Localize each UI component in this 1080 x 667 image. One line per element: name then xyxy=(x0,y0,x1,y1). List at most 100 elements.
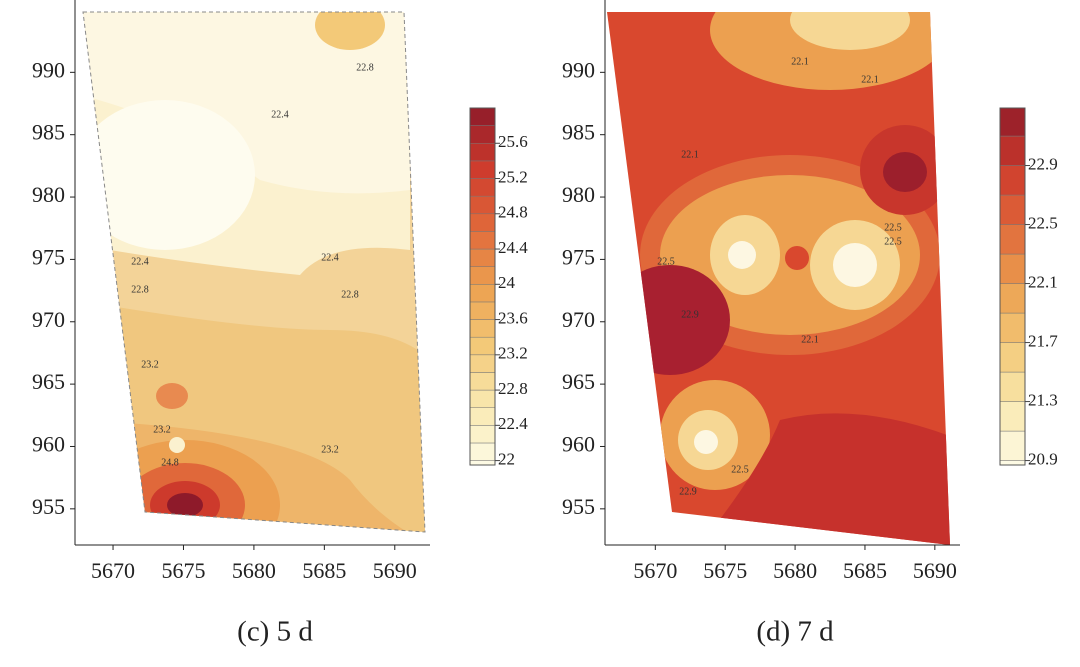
colorbar-tick-label: 22.1 xyxy=(1028,272,1058,291)
colorbar-tick-label: 22.4 xyxy=(498,414,528,433)
x-tick-label: 5670 xyxy=(91,558,135,583)
colorbar-band xyxy=(469,160,496,179)
y-tick-label: 970 xyxy=(562,307,595,332)
x-tick-label: 5675 xyxy=(703,558,747,583)
colorbar-band xyxy=(469,178,496,197)
colorbar-tick-label: 22.8 xyxy=(498,379,528,398)
x-tick-label: 5685 xyxy=(843,558,887,583)
colorbar-tick-label: 24.8 xyxy=(498,203,528,222)
x-tick-label: 5680 xyxy=(232,558,276,583)
caption: (c) 5 d xyxy=(237,616,313,648)
colorbar-band xyxy=(469,107,496,126)
contour-label: 22.1 xyxy=(801,334,819,345)
y-tick-label: 960 xyxy=(32,432,65,457)
contour-label: 22.9 xyxy=(681,309,699,320)
colorbar-tick-label: 23.6 xyxy=(498,308,528,327)
domain-outline xyxy=(82,11,426,533)
colorbar-band xyxy=(469,301,496,320)
x-tick-label: 5690 xyxy=(373,558,417,583)
colorbar-band xyxy=(999,312,1026,343)
contour-label: 23.2 xyxy=(321,444,339,455)
colorbar-tick-label: 25.2 xyxy=(498,167,528,186)
y-tick-label: 985 xyxy=(32,120,65,145)
contour-field xyxy=(83,12,425,532)
contour-label: 22.5 xyxy=(884,236,902,247)
colorbar-band xyxy=(469,372,496,391)
colorbar-band xyxy=(469,442,496,461)
colorbar-tick-label: 22.5 xyxy=(1028,213,1058,232)
colorbar-band xyxy=(999,135,1026,166)
y-tick-label: 990 xyxy=(562,57,595,82)
contour-label: 22.5 xyxy=(731,464,749,475)
colorbar-band xyxy=(469,125,496,144)
colorbar-band xyxy=(999,460,1026,466)
colorbar-band xyxy=(999,371,1026,402)
y-tick-label: 980 xyxy=(32,182,65,207)
colorbar-band xyxy=(999,342,1026,373)
colorbar-tick-label: 21.7 xyxy=(1028,331,1058,350)
colorbar-band xyxy=(469,407,496,426)
y-tick-label: 955 xyxy=(562,494,595,519)
colorbar-frame xyxy=(999,107,1026,466)
caption: (d) 7 d xyxy=(756,616,834,648)
contour-label: 22.4 xyxy=(271,109,289,120)
colorbar-tick-label: 23.2 xyxy=(498,344,528,363)
colorbar-band xyxy=(999,253,1026,284)
colorbar-band xyxy=(469,284,496,303)
contour-label: 22.4 xyxy=(321,252,339,263)
y-tick-label: 970 xyxy=(32,307,65,332)
contour-label: 24.8 xyxy=(161,457,179,468)
contour-label: 22.8 xyxy=(341,289,359,300)
contour-label: 22.5 xyxy=(884,222,902,233)
y-tick-label: 980 xyxy=(562,182,595,207)
y-tick-label: 975 xyxy=(562,244,595,269)
colorbar-band xyxy=(999,283,1026,314)
colorbar-frame xyxy=(469,107,496,466)
contour-label: 22.8 xyxy=(131,284,149,295)
colorbar-tick-label: 20.9 xyxy=(1028,449,1058,468)
colorbar-band xyxy=(999,401,1026,432)
x-tick-label: 5690 xyxy=(913,558,957,583)
colorbar-band xyxy=(469,354,496,373)
y-tick-label: 960 xyxy=(562,432,595,457)
y-tick-label: 965 xyxy=(562,369,595,394)
colorbar-band xyxy=(469,195,496,215)
colorbar-band xyxy=(469,425,496,444)
contour-label: 22.4 xyxy=(131,256,149,267)
contour-label: 22.1 xyxy=(861,74,879,85)
colorbar-tick-label: 21.3 xyxy=(1028,390,1058,409)
colorbar-band xyxy=(999,194,1026,225)
y-tick-label: 965 xyxy=(32,369,65,394)
contour-label: 22.8 xyxy=(356,62,374,73)
contour-label: 23.2 xyxy=(141,359,159,370)
colorbar-tick-label: 24.4 xyxy=(498,238,528,257)
colorbar-band xyxy=(469,231,496,250)
x-tick-label: 5675 xyxy=(161,558,205,583)
colorbar-band xyxy=(469,460,496,466)
colorbar-band xyxy=(469,213,496,232)
colorbar-band xyxy=(469,336,496,356)
colorbar-band xyxy=(469,319,496,338)
x-tick-label: 5680 xyxy=(773,558,817,583)
colorbar-tick-label: 22 xyxy=(498,449,515,468)
contour-label: 22.1 xyxy=(681,149,699,160)
y-tick-label: 955 xyxy=(32,494,65,519)
colorbar-band xyxy=(999,430,1026,461)
colorbar-band xyxy=(999,224,1026,255)
y-tick-label: 990 xyxy=(32,57,65,82)
colorbar-band xyxy=(469,266,496,285)
contour-label: 23.2 xyxy=(153,424,171,435)
contour-label: 22.5 xyxy=(657,256,675,267)
colorbar-band xyxy=(469,143,496,162)
colorbar-tick-label: 25.6 xyxy=(498,132,528,151)
y-tick-label: 975 xyxy=(32,244,65,269)
contour-field xyxy=(607,12,950,545)
contour-label: 22.9 xyxy=(679,486,697,497)
colorbar-band xyxy=(999,165,1026,196)
colorbar-band xyxy=(469,248,496,267)
x-tick-label: 5670 xyxy=(633,558,677,583)
colorbar-band xyxy=(999,107,1026,137)
colorbar-tick-label: 24 xyxy=(498,273,516,292)
x-tick-label: 5685 xyxy=(302,558,346,583)
